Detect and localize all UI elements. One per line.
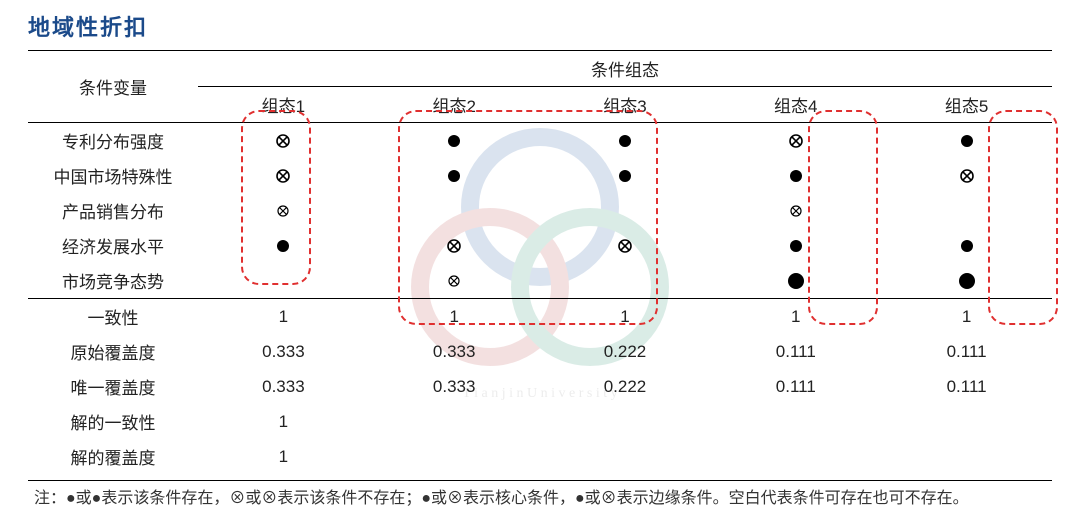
- symbol-cell: [710, 228, 881, 263]
- metric-value: 0.333: [369, 369, 540, 404]
- col-head-1: 组态1: [198, 87, 369, 123]
- symbol-cell: [710, 263, 881, 299]
- symbol-cell: [198, 193, 369, 228]
- header-rowhead: 条件变量: [28, 51, 198, 123]
- symbol-cell: [198, 158, 369, 193]
- metric-value: 1: [540, 299, 711, 335]
- solution-value: 1: [198, 404, 369, 439]
- fsqca-table: 条件变量 条件组态 组态1组态2组态3组态4组态5 专利分布强度 中国市场特殊性…: [28, 50, 1052, 474]
- condition-label: 经济发展水平: [28, 228, 198, 263]
- symbol-cell: [540, 123, 711, 159]
- metric-value: 0.111: [710, 334, 881, 369]
- footnote: 注：●或●表示该条件存在，⊗或⊗表示该条件不存在；●或⊗表示核心条件，●或⊗表示…: [28, 480, 1052, 511]
- symbol-cell: [710, 158, 881, 193]
- metric-value: 1: [198, 299, 369, 335]
- solution-label: 解的一致性: [28, 404, 198, 439]
- symbol-cell: [198, 228, 369, 263]
- metric-value: 0.333: [198, 369, 369, 404]
- symbol-cell: [540, 193, 711, 228]
- col-head-4: 组态4: [710, 87, 881, 123]
- symbol-cell: [369, 123, 540, 159]
- symbol-cell: [881, 228, 1052, 263]
- col-head-3: 组态3: [540, 87, 711, 123]
- col-head-2: 组态2: [369, 87, 540, 123]
- symbol-cell: [369, 193, 540, 228]
- solution-label: 解的覆盖度: [28, 439, 198, 474]
- header-group: 条件组态: [198, 51, 1052, 87]
- symbol-cell: [198, 263, 369, 299]
- condition-label: 中国市场特殊性: [28, 158, 198, 193]
- col-head-5: 组态5: [881, 87, 1052, 123]
- symbol-cell: [540, 228, 711, 263]
- condition-label: 专利分布强度: [28, 123, 198, 159]
- table-wrap: 条件变量 条件组态 组态1组态2组态3组态4组态5 专利分布强度 中国市场特殊性…: [28, 50, 1052, 474]
- metric-value: 0.222: [540, 334, 711, 369]
- symbol-cell: [369, 158, 540, 193]
- metric-value: 1: [369, 299, 540, 335]
- metric-value: 0.111: [710, 369, 881, 404]
- symbol-cell: [881, 263, 1052, 299]
- symbol-cell: [881, 123, 1052, 159]
- metric-value: 1: [881, 299, 1052, 335]
- metric-value: 0.333: [369, 334, 540, 369]
- metric-value: 0.111: [881, 334, 1052, 369]
- metric-label: 唯一覆盖度: [28, 369, 198, 404]
- symbol-cell: [540, 158, 711, 193]
- symbol-cell: [369, 228, 540, 263]
- metric-value: 0.111: [881, 369, 1052, 404]
- symbol-cell: [198, 123, 369, 159]
- metric-label: 一致性: [28, 299, 198, 335]
- symbol-cell: [881, 158, 1052, 193]
- metric-label: 原始覆盖度: [28, 334, 198, 369]
- symbol-cell: [540, 263, 711, 299]
- symbol-cell: [369, 263, 540, 299]
- symbol-cell: [710, 123, 881, 159]
- condition-label: 市场竞争态势: [28, 263, 198, 299]
- condition-label: 产品销售分布: [28, 193, 198, 228]
- metric-value: 0.333: [198, 334, 369, 369]
- symbol-cell: [710, 193, 881, 228]
- symbol-cell: [881, 193, 1052, 228]
- page-title: 地域性折扣: [28, 10, 1052, 42]
- metric-value: 1: [710, 299, 881, 335]
- metric-value: 0.222: [540, 369, 711, 404]
- solution-value: 1: [198, 439, 369, 474]
